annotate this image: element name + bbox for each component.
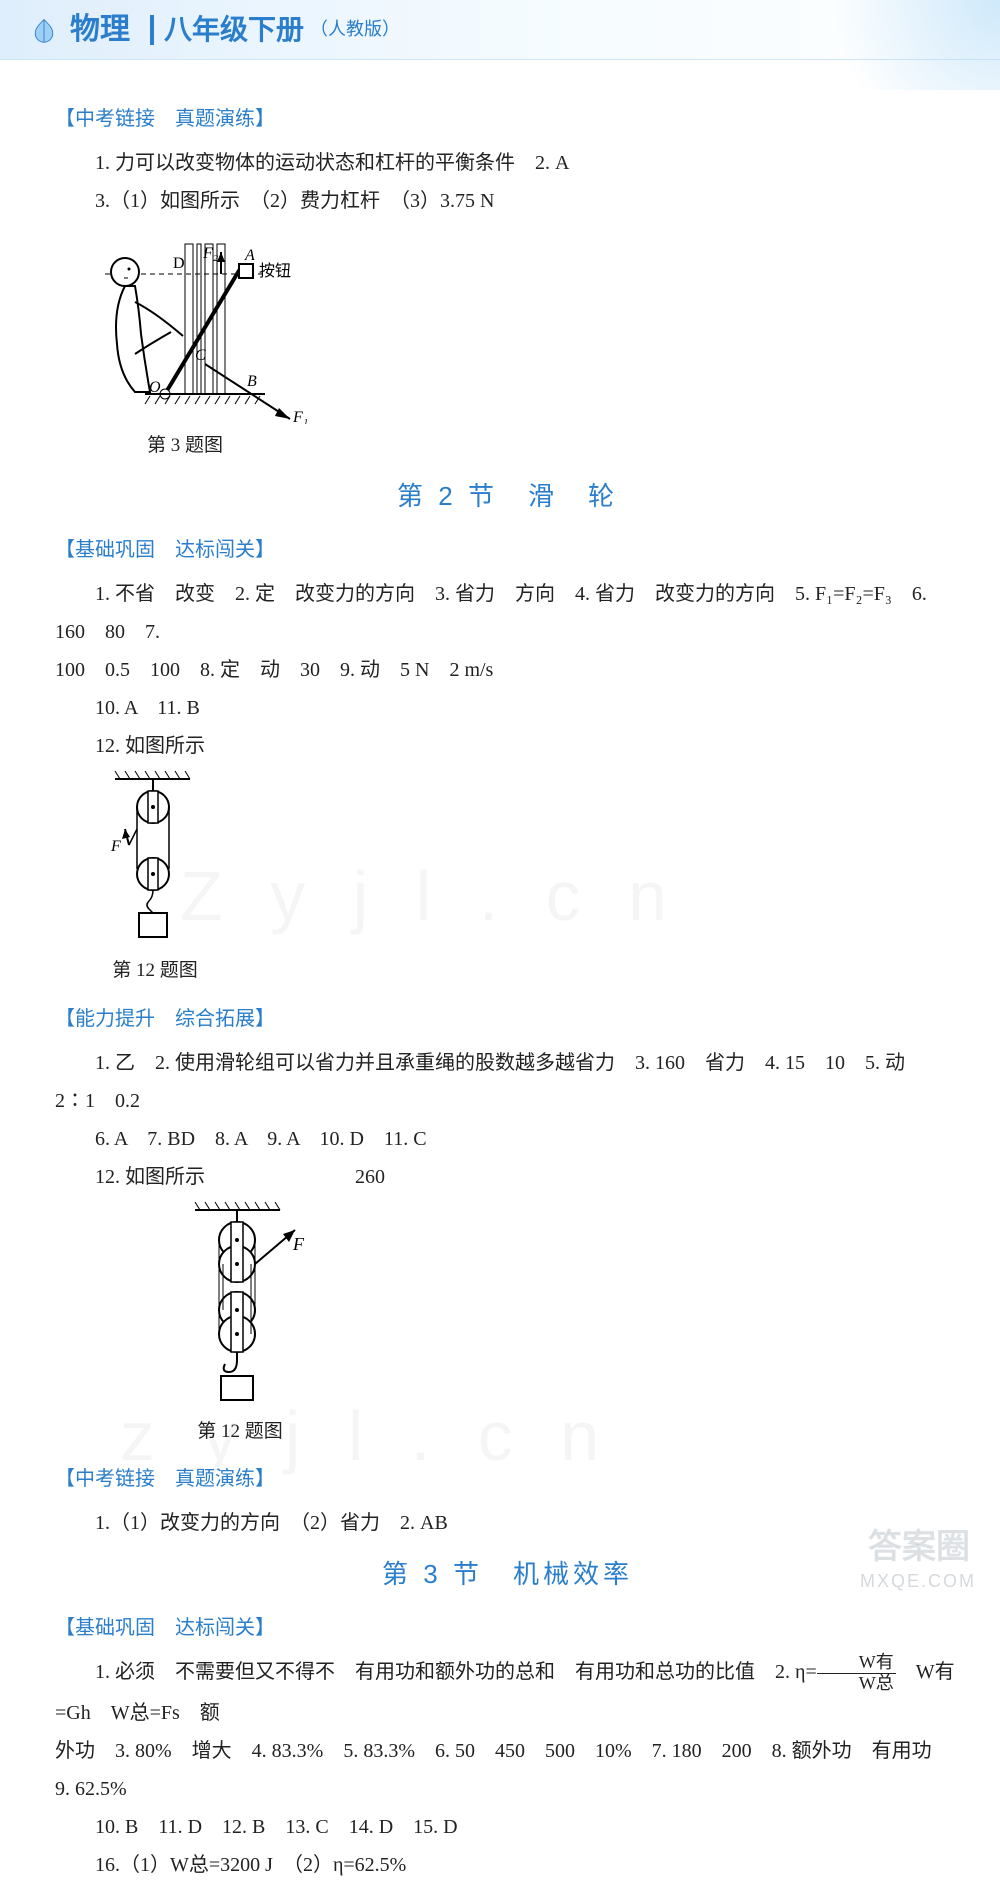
answer-line: 100 0.5 100 8. 定 动 30 9. 动 5 N 2 m/s [55,651,960,689]
answer-line: 6. A 7. BD 8. A 9. A 10. D 11. C [55,1120,960,1158]
answer-line: 1. 必须 不需要但又不得不 有用功和额外功的总和 有用功和总功的比值 2. η… [55,1653,960,1732]
label-F: F [292,1234,305,1254]
answer-line: 1. 乙 2. 使用滑轮组可以省力并且承重绳的股数越多越省力 3. 160 省力… [55,1044,960,1120]
page-content: 【中考链接 真题演练】 1. 力可以改变物体的运动状态和杠杆的平衡条件 2. A… [0,60,1000,1904]
section-label-exam-2: 【中考链接 真题演练】 [55,1460,960,1498]
pulley-group-diagram-icon: F [185,1200,315,1410]
text: 12. 如图所示 [95,1166,205,1188]
header-grade: 八年级下册 [164,3,304,56]
answer-line: 外功 3. 80% 增大 4. 83.3% 5. 83.3% 6. 50 450… [55,1732,960,1808]
logo-icon [30,16,58,44]
figure-caption: 第 3 题图 [95,428,275,464]
answer-line: 10. A 11. B [55,689,960,727]
label-F1: F₁ [292,409,308,424]
label-button: 按钮 [259,262,291,280]
answer-line: 1. 力可以改变物体的运动状态和杠杆的平衡条件 2. A [55,144,960,182]
answer-line: 1. 不省 改变 2. 定 改变力的方向 3. 省力 方向 4. 省力 改变力的… [55,575,960,651]
answer-line: 10. B 11. D 12. B 13. C 14. D 15. D [55,1808,960,1846]
header-subject: 物理 [70,1,130,58]
answer-line: 16.（1）W总=3200 J （2）η=62.5% [55,1846,960,1884]
section-label-exam-1: 【中考链接 真题演练】 [55,100,960,138]
text: 260 [355,1166,385,1188]
text: 1. 必须 不需要但又不得不 有用功和额外功的总和 有用功和总功的比值 2. η… [95,1661,817,1683]
label-A: A [244,247,255,264]
answer-line: 12. 如图所示 [55,727,960,765]
figure-caption: 第 12 题图 [95,953,215,989]
figure-q12a: F 第 12 题图 [95,769,960,989]
label-D: D [173,255,185,272]
denominator: W总 [817,1674,896,1694]
section-title-efficiency: 第 3 节 机械效率 [55,1550,960,1599]
section-label-basic-2: 【基础巩固 达标闯关】 [55,531,960,569]
section-label-basic-3: 【基础巩固 达标闯关】 [55,1609,960,1647]
header-edition: （人教版） [310,12,400,46]
header-divider [150,15,154,45]
answer-line: 1.（1）改变力的方向 （2）省力 2. AB [55,1504,960,1542]
figure-q3: D F₂ A 按钮 O C B F₁ 第 3 题图 [95,224,960,464]
section-title-pulley: 第 2 节 滑 轮 [55,472,960,521]
figure-caption: 第 12 题图 [185,1414,295,1450]
label-C: C [195,347,206,364]
label-O: O [149,379,161,396]
section-label-ability-2: 【能力提升 综合拓展】 [55,1000,960,1038]
answer-line: 12. 如图所示 260 [55,1158,960,1196]
numerator: W有 [817,1653,896,1674]
figure-q12b: F 第 12 题图 [185,1200,960,1450]
label-F2: F₂ [202,245,219,262]
label-B: B [247,373,257,390]
header-corner-gradient [780,0,1000,90]
pulley-diagram-icon: F [95,769,215,949]
lever-diagram-icon: D F₂ A 按钮 O C B F₁ [95,224,315,424]
fraction: W有W总 [817,1653,896,1694]
answer-line: 3.（1）如图所示 （2）费力杠杆 （3）3.75 N [55,182,960,220]
label-F: F [110,838,121,855]
